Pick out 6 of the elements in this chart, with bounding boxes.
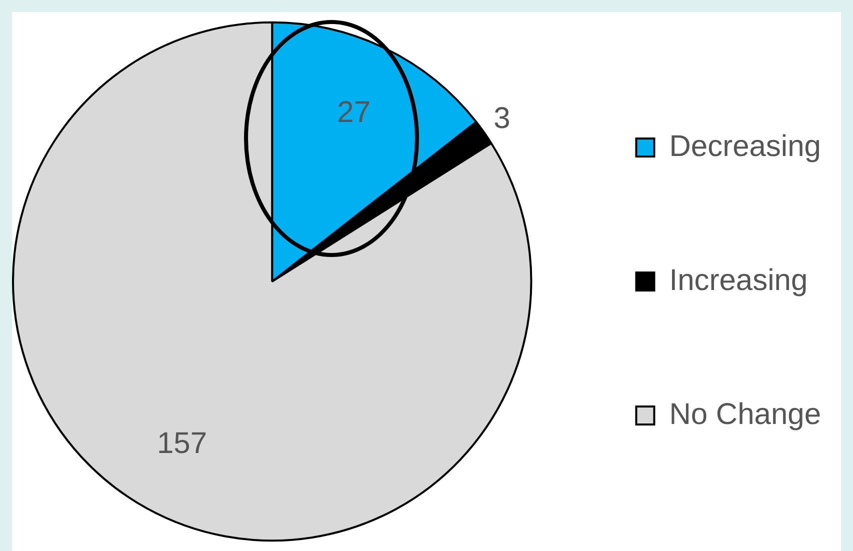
data-label: 27: [337, 96, 371, 130]
legend-label: Increasing: [669, 264, 808, 297]
legend-label: No Change: [669, 398, 822, 431]
data-label: 157: [156, 427, 208, 460]
legend-label: Decreasing: [669, 130, 821, 163]
data-label: 3: [494, 102, 510, 135]
